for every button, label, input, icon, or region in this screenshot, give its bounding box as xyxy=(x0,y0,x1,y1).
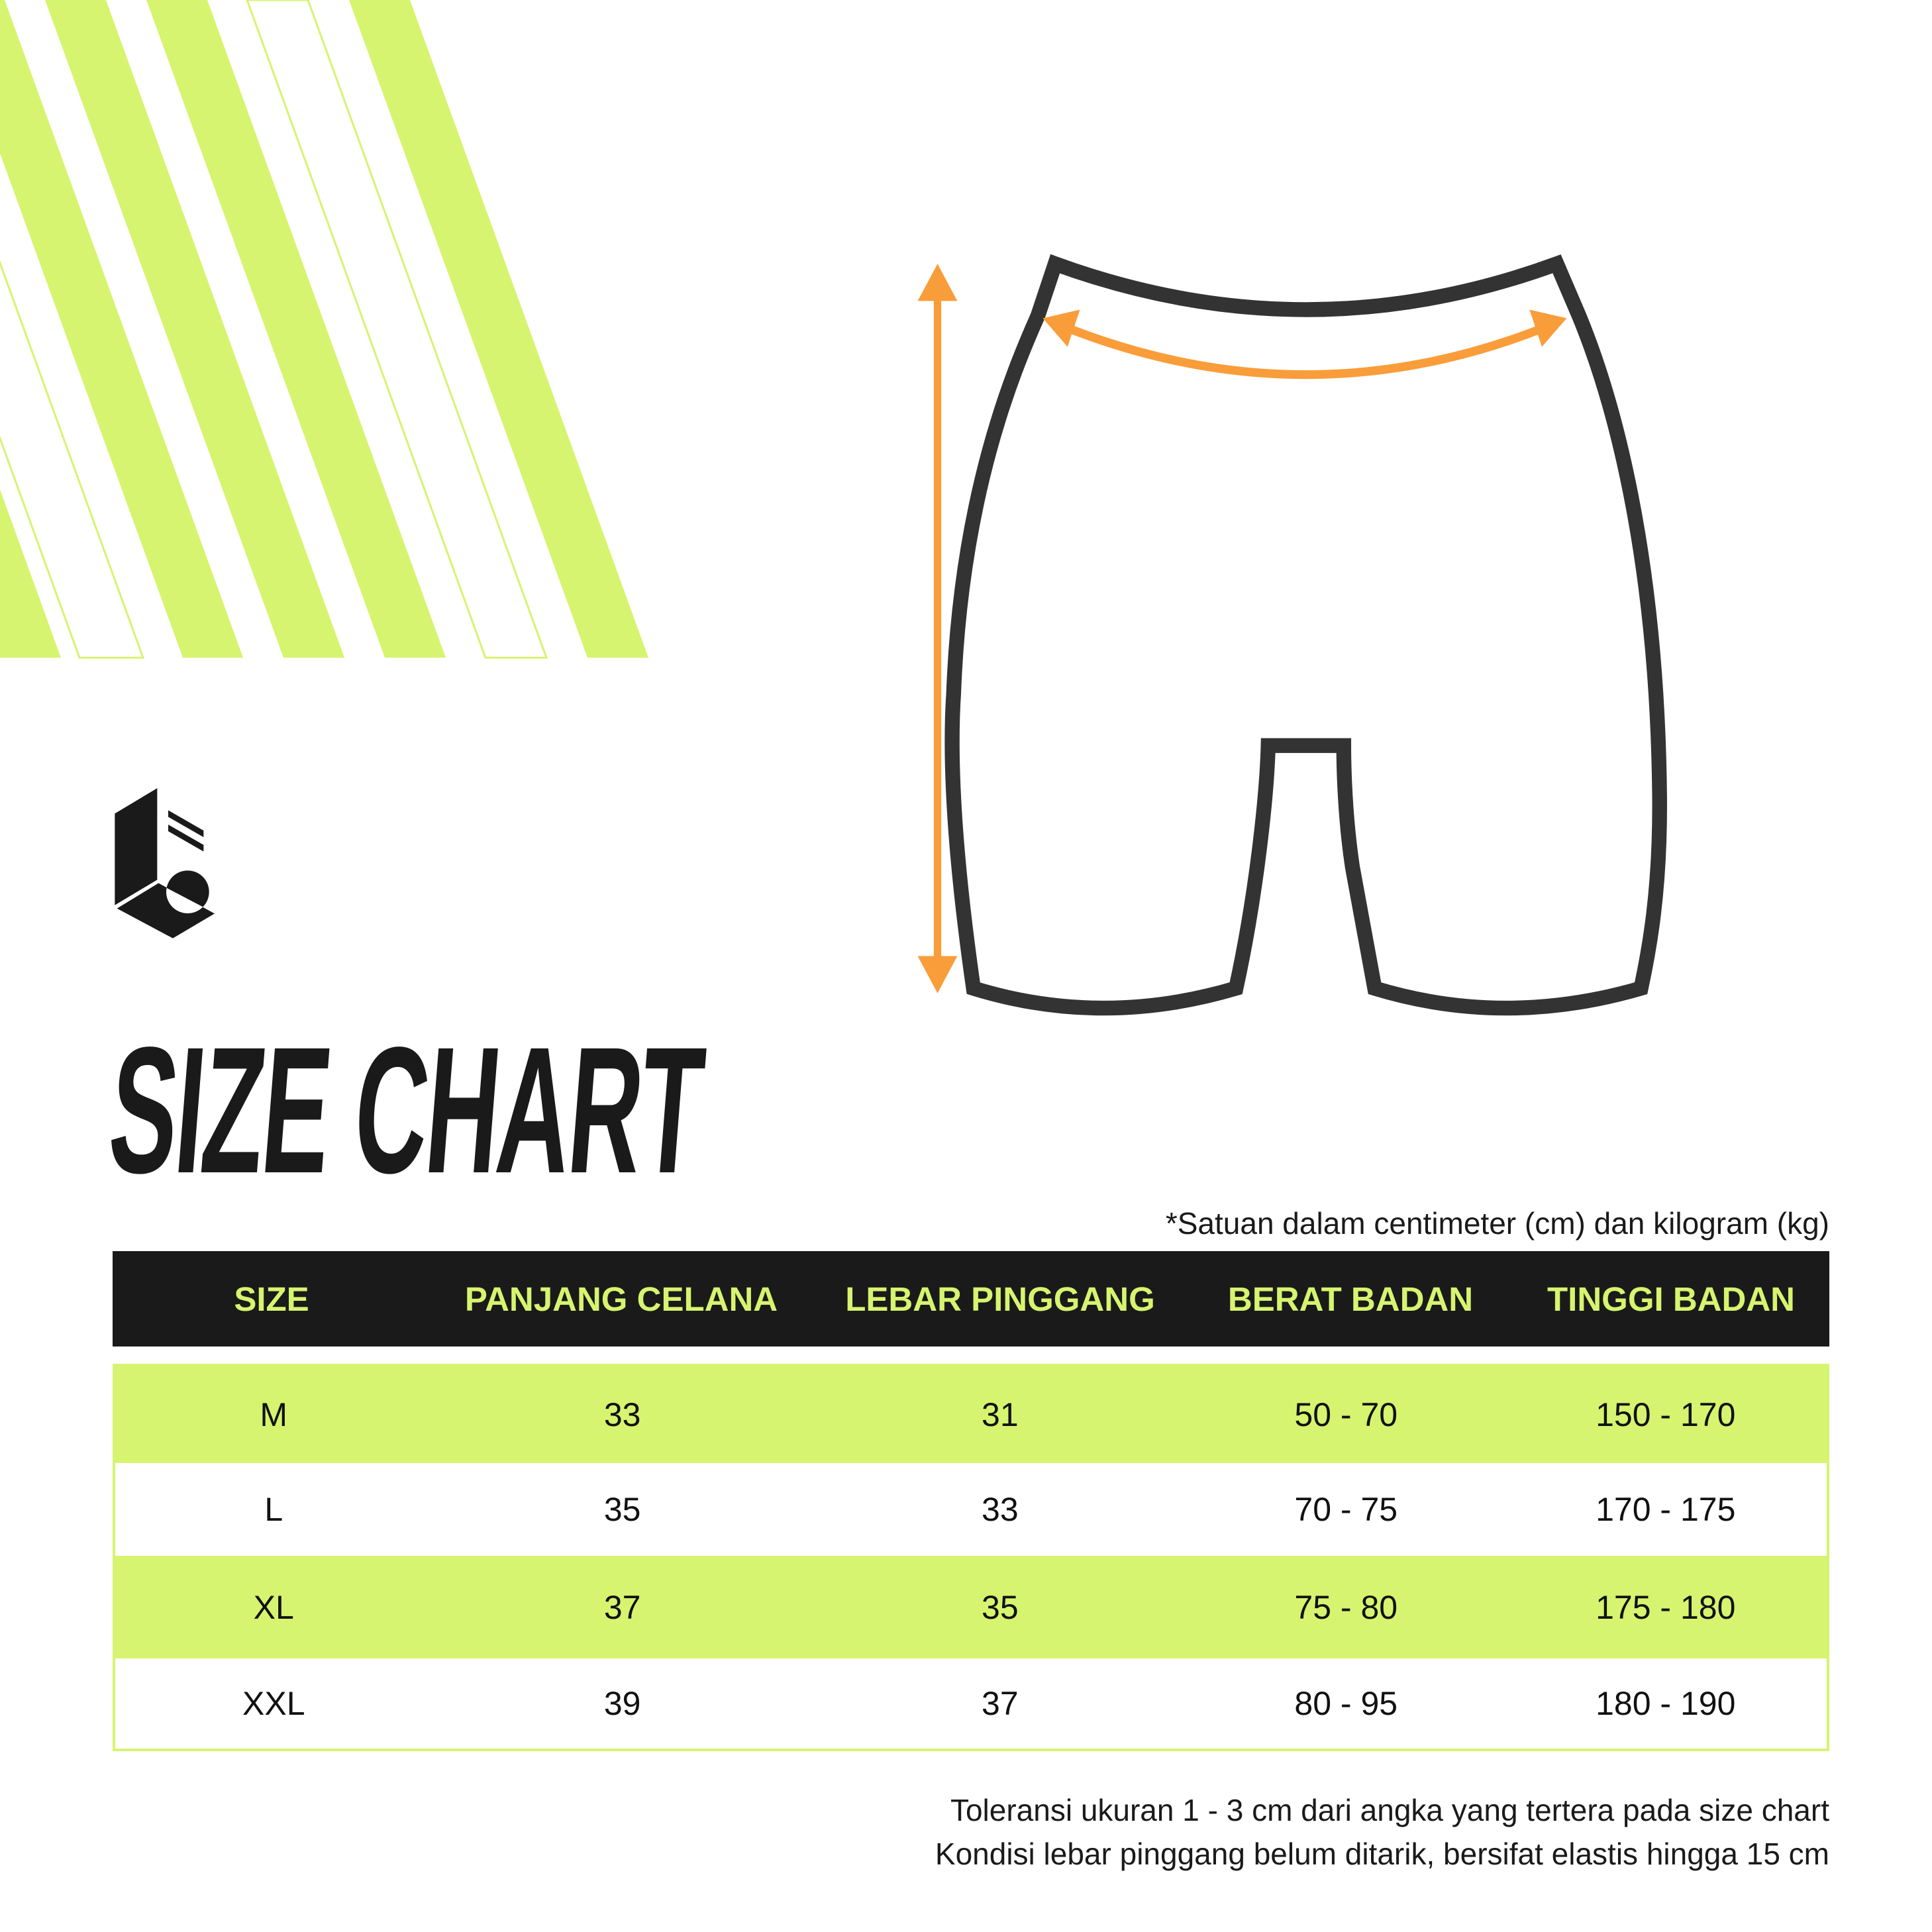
cell-berat: 70 - 75 xyxy=(1294,1491,1398,1528)
table-row: XL 37 35 75 - 80 175 - 180 xyxy=(115,1556,1827,1658)
cell-size: L xyxy=(264,1491,283,1528)
stripe xyxy=(0,0,243,658)
cell-panjang: 33 xyxy=(603,1396,641,1433)
cell-berat: 50 - 70 xyxy=(1294,1396,1398,1433)
cell-size: M xyxy=(260,1396,288,1433)
waist-width-arrow xyxy=(1042,309,1567,380)
cell-tinggi: 170 - 175 xyxy=(1596,1491,1736,1528)
stripe xyxy=(349,0,648,658)
table-header: SIZE PANJANG CELANA LEBAR PINGGANG BERAT… xyxy=(113,1251,1829,1347)
page-title: SIZE CHART xyxy=(103,1009,709,1211)
cell-panjang: 39 xyxy=(603,1685,641,1722)
header-lebar-pinggang: LEBAR PINGGANG xyxy=(845,1280,1155,1318)
stripe-outline xyxy=(0,260,145,659)
header-panjang-celana: PANJANG CELANA xyxy=(464,1280,778,1318)
size-table: SIZE PANJANG CELANA LEBAR PINGGANG BERAT… xyxy=(113,1251,1829,1751)
table-row: XXL 39 37 80 - 95 180 - 190 xyxy=(115,1658,1827,1749)
table-body: M 33 31 50 - 70 150 - 170 L 35 33 70 - 7… xyxy=(113,1364,1829,1751)
header-berat-badan: BERAT BADAN xyxy=(1227,1280,1474,1318)
units-note: *Satuan dalam centimeter (cm) dan kilogr… xyxy=(1165,1206,1829,1241)
cell-size: XL xyxy=(253,1588,294,1626)
cell-tinggi: 150 - 170 xyxy=(1596,1396,1736,1433)
footer-notes: Toleransi ukuran 1 - 3 cm dari angka yan… xyxy=(935,1788,1829,1876)
cell-lebar: 37 xyxy=(982,1685,1019,1722)
table-row: L 35 33 70 - 75 170 - 175 xyxy=(115,1463,1827,1556)
tolerance-note: Toleransi ukuran 1 - 3 cm dari angka yan… xyxy=(950,1793,1829,1827)
cell-tinggi: 175 - 180 xyxy=(1596,1588,1736,1626)
header-size: SIZE xyxy=(234,1280,309,1318)
stripe xyxy=(45,0,344,658)
brand-logo-icon xyxy=(115,788,215,939)
table-row: M 33 31 50 - 70 150 - 170 xyxy=(115,1366,1827,1463)
shorts-outline xyxy=(944,254,1667,1016)
cell-berat: 80 - 95 xyxy=(1294,1685,1398,1722)
cell-berat: 75 - 80 xyxy=(1294,1588,1398,1626)
cell-tinggi: 180 - 190 xyxy=(1596,1685,1736,1722)
cell-lebar: 31 xyxy=(982,1396,1019,1433)
cell-panjang: 37 xyxy=(603,1588,641,1626)
elastic-waist-note: Kondisi lebar pinggang belum ditarik, be… xyxy=(935,1837,1829,1871)
length-arrow xyxy=(917,264,958,993)
cell-panjang: 35 xyxy=(603,1491,641,1528)
stripe xyxy=(146,0,446,658)
stripe-outline xyxy=(246,0,548,659)
stripe xyxy=(0,489,61,658)
cell-lebar: 35 xyxy=(982,1588,1019,1626)
cell-size: XXL xyxy=(242,1685,305,1722)
header-tinggi-badan: TINGGI BADAN xyxy=(1547,1280,1795,1318)
cell-lebar: 33 xyxy=(982,1491,1019,1528)
